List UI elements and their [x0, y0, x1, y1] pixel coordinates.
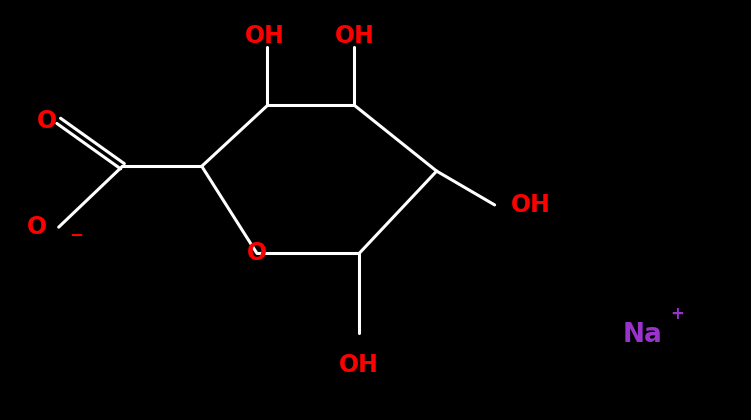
Text: OH: OH [245, 24, 285, 48]
Text: −: − [69, 225, 83, 243]
Text: O: O [27, 215, 47, 239]
Text: OH: OH [334, 24, 375, 48]
Text: OH: OH [511, 193, 551, 217]
Text: O: O [247, 241, 267, 265]
Text: OH: OH [339, 353, 379, 377]
Text: +: + [671, 305, 684, 323]
Text: Na: Na [623, 323, 662, 349]
Text: O: O [37, 109, 57, 133]
